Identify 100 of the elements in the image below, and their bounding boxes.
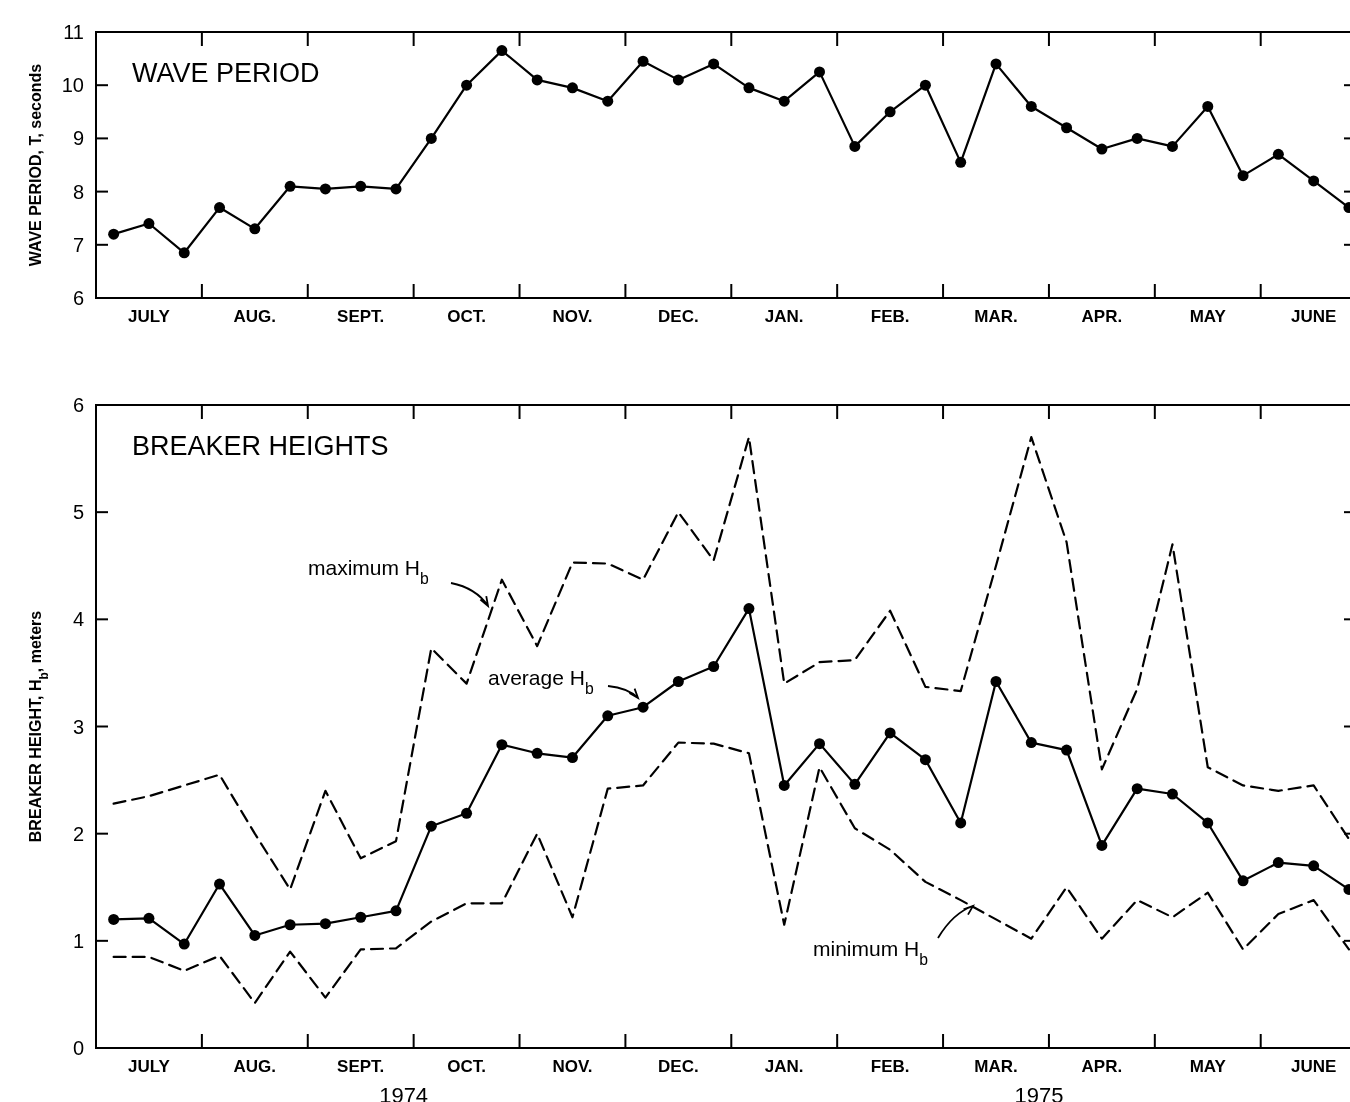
x-tick-label: APR. xyxy=(1081,1057,1123,1076)
point xyxy=(531,74,543,86)
point xyxy=(461,807,473,819)
x-tick-label: JUNE xyxy=(1290,307,1337,326)
point xyxy=(849,778,861,790)
point xyxy=(708,660,720,672)
point xyxy=(1061,744,1073,756)
point xyxy=(214,878,226,890)
point xyxy=(1308,860,1320,872)
y-tick-label: 4 xyxy=(72,608,84,631)
point xyxy=(319,183,331,195)
point xyxy=(637,55,649,67)
point xyxy=(143,912,155,924)
point xyxy=(1237,875,1249,887)
point xyxy=(955,156,967,168)
x-tick-label: FEB. xyxy=(870,1057,910,1076)
point xyxy=(637,701,649,713)
series-label: minimum H$_{b}$ xyxy=(813,937,929,968)
line-series xyxy=(112,741,1350,1005)
point xyxy=(496,739,508,751)
point xyxy=(214,202,226,214)
x-tick-label: MAR. xyxy=(974,1057,1018,1076)
text: WAVE PERIOD xyxy=(132,58,320,88)
point xyxy=(178,247,190,259)
point xyxy=(814,66,826,78)
point xyxy=(1202,100,1214,112)
point xyxy=(672,74,684,86)
point xyxy=(814,738,826,750)
x-tick-label: DEC. xyxy=(658,1057,699,1076)
x-tick-label: MAY xyxy=(1189,307,1227,326)
text: BREAKER HEIGHTS xyxy=(132,431,389,461)
y-tick-label: 0 xyxy=(72,1037,84,1059)
point xyxy=(461,79,473,91)
point xyxy=(743,603,755,615)
x-tick-label: JULY xyxy=(127,307,171,326)
point xyxy=(108,913,120,925)
point xyxy=(143,218,155,230)
y-tick-label: 6 xyxy=(72,287,84,309)
x-tick-label: JUNE xyxy=(1290,1057,1337,1076)
point xyxy=(1308,175,1320,187)
text: maximum H$_{b}$ xyxy=(308,556,430,587)
point xyxy=(355,911,367,923)
point xyxy=(1202,817,1214,829)
point xyxy=(919,79,931,91)
x-tick-label: AUG. xyxy=(233,307,277,326)
x-tick-label: NOV. xyxy=(552,307,593,326)
x-tick-label: MAR. xyxy=(974,307,1018,326)
point xyxy=(1061,122,1073,134)
y-tick-label: 1 xyxy=(72,929,84,952)
point xyxy=(1237,170,1249,182)
point xyxy=(743,82,755,94)
point xyxy=(990,58,1002,70)
x-tick-label: DEC. xyxy=(658,307,699,326)
point xyxy=(566,752,578,764)
point xyxy=(1272,148,1284,160)
point xyxy=(708,58,720,70)
point xyxy=(602,95,614,107)
point xyxy=(1096,143,1108,155)
point xyxy=(496,45,508,57)
legend-label: average H$_{b}$ xyxy=(488,666,594,697)
point xyxy=(1131,132,1143,144)
y-tick-label: 10 xyxy=(61,74,84,97)
point xyxy=(425,820,437,832)
y-tick-label: 3 xyxy=(72,715,84,738)
y-tick-label: 6 xyxy=(72,394,84,416)
point xyxy=(284,180,296,192)
point xyxy=(672,675,684,687)
point xyxy=(1272,857,1284,869)
point xyxy=(778,95,790,107)
y-tick-label: 2 xyxy=(72,822,84,845)
y-tick-label: 7 xyxy=(72,233,84,256)
point xyxy=(355,180,367,192)
x-tick-label: MAY xyxy=(1189,1057,1227,1076)
point xyxy=(390,905,402,917)
x-tick-label: FEB. xyxy=(870,307,910,326)
point xyxy=(849,140,861,152)
point xyxy=(778,779,790,791)
point xyxy=(1096,839,1108,851)
point xyxy=(390,183,402,195)
x-tick-label: SEPT. xyxy=(337,1057,385,1076)
point xyxy=(319,918,331,930)
point xyxy=(178,938,190,950)
point xyxy=(919,754,931,766)
x-tick-label: APR. xyxy=(1081,307,1123,326)
point xyxy=(602,710,614,722)
point xyxy=(425,132,437,144)
point xyxy=(249,929,261,941)
y-tick-label: 8 xyxy=(72,180,84,203)
y-axis-title: WAVE PERIOD, T, seconds xyxy=(27,63,44,267)
point xyxy=(1166,140,1178,152)
point xyxy=(1166,788,1178,800)
x-tick-label: SEPT. xyxy=(337,307,385,326)
line-series xyxy=(112,436,1350,891)
point xyxy=(990,675,1002,687)
point xyxy=(108,228,120,240)
point xyxy=(566,82,578,94)
x-tick-label: JAN. xyxy=(764,1057,804,1076)
point xyxy=(284,919,296,931)
y-tick-label: 5 xyxy=(72,501,84,524)
x-tick-label: AUG. xyxy=(233,1057,277,1076)
